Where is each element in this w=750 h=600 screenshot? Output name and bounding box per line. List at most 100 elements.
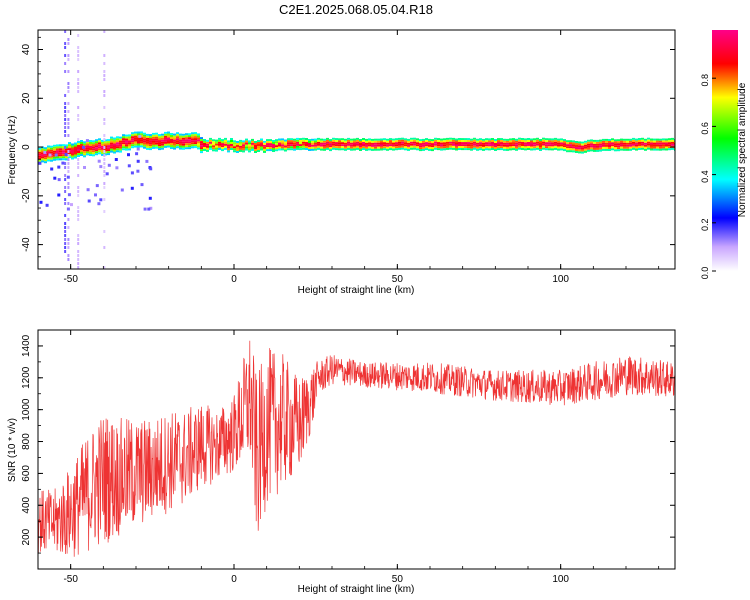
heatmap-cell [425, 148, 428, 151]
heatmap-cell [380, 142, 383, 145]
heatmap-cell [317, 139, 320, 142]
heatmap-cell [47, 159, 50, 162]
heatmap-cell [320, 148, 323, 151]
heatmap-cell [551, 148, 554, 151]
heatmap-cell [569, 140, 572, 143]
heatmap-cell [119, 146, 122, 149]
heatmap-cell [557, 148, 560, 151]
heatmap-cell [653, 148, 656, 151]
heatmap-cell [64, 246, 67, 249]
heatmap-cell [347, 139, 350, 142]
heatmap-cell [464, 138, 467, 141]
heatmap-cell [66, 207, 70, 211]
heatmap-cell [149, 138, 152, 141]
heatmap-cell [401, 145, 404, 148]
colorbar-tick-label: 0.8 [700, 74, 710, 87]
heatmap-cell [167, 145, 170, 148]
heatmap-cell [77, 54, 80, 57]
heatmap-cell [623, 146, 626, 149]
heatmap-cell [659, 142, 662, 145]
heatmap-cell [209, 139, 212, 142]
heatmap-cell [359, 147, 362, 149]
heatmap-cell [164, 133, 167, 136]
heatmap-cell [497, 148, 500, 151]
heatmap-cell [64, 222, 67, 225]
heatmap-cell [110, 144, 113, 147]
heatmap-cell [407, 144, 410, 147]
heatmap-cell [185, 145, 188, 148]
heatmap-cell [260, 146, 263, 149]
heatmap-cell [530, 146, 533, 149]
heatmap-cell [47, 149, 50, 152]
heatmap-cell [269, 143, 272, 146]
heatmap-cell [269, 147, 272, 150]
heatmap-cell [290, 140, 293, 143]
heatmap-cell [56, 144, 59, 147]
heatmap-cell [401, 139, 404, 142]
heatmap-cell [104, 153, 107, 156]
heatmap-cell [419, 145, 422, 148]
heatmap-cell [86, 141, 89, 144]
heatmap-cell [587, 139, 590, 142]
heatmap-cell [95, 141, 98, 144]
heatmap-cell [64, 174, 67, 177]
heatmap-cell [524, 144, 527, 147]
heatmap-cell [275, 143, 278, 146]
colorbar-gradient [712, 30, 738, 271]
snr-x-tick-label: 0 [231, 574, 237, 585]
heatmap-cell [86, 145, 89, 148]
heatmap-cell [67, 182, 70, 185]
heatmap-cell [473, 147, 476, 150]
heatmap-cell [554, 145, 557, 148]
heatmap-cell [89, 148, 92, 150]
heatmap-cell [173, 139, 176, 142]
heatmap-cell [64, 166, 67, 169]
heatmap-cell [380, 148, 383, 151]
heatmap-cell [521, 148, 524, 150]
heatmap-cell [467, 140, 470, 143]
heatmap-cell [401, 147, 404, 150]
heatmap-cell [92, 152, 95, 155]
heatmap-cell [80, 144, 83, 146]
heatmap-cell [482, 148, 485, 151]
heatmap-cell [530, 142, 533, 145]
heatmap-cell [602, 140, 605, 143]
heatmap-cell [77, 114, 80, 117]
heatmap-cell [149, 167, 153, 171]
heatmap-cell [518, 137, 521, 140]
heatmap-cell [656, 148, 659, 151]
heatmap-cell [488, 144, 491, 147]
heatmap-cell [149, 146, 152, 149]
heatmap-cell [356, 147, 359, 150]
heatmap-cell [266, 139, 269, 142]
heatmap-cell [506, 140, 509, 143]
heatmap-cell [620, 138, 623, 141]
heatmap-cell [103, 162, 106, 165]
heatmap-cell [299, 142, 302, 145]
heatmap-cell [212, 143, 215, 146]
heatmap-cell [653, 142, 656, 145]
heatmap-cell [602, 144, 605, 147]
heatmap-cell [608, 149, 611, 151]
heatmap-cell [107, 149, 110, 152]
heatmap-cell [572, 146, 575, 149]
heatmap-cell [356, 137, 359, 140]
heatmap-cell [254, 147, 257, 149]
heatmap-cell [299, 148, 302, 151]
heatmap-cell [494, 143, 497, 145]
heatmap-cell [281, 144, 284, 147]
heatmap-cell [389, 144, 392, 147]
heatmap-cell [67, 238, 70, 241]
heatmap-cell [449, 139, 452, 142]
spectrogram-y-tick-label: 0 [21, 144, 32, 150]
heatmap-cell [401, 143, 404, 146]
heatmap-cell [103, 266, 106, 269]
heatmap-cell [668, 148, 671, 151]
heatmap-cell [179, 139, 182, 142]
heatmap-cell [641, 137, 644, 140]
heatmap-cell [335, 148, 338, 151]
heatmap-cell [263, 148, 266, 151]
heatmap-cell [350, 140, 353, 143]
heatmap-cell [170, 147, 173, 149]
